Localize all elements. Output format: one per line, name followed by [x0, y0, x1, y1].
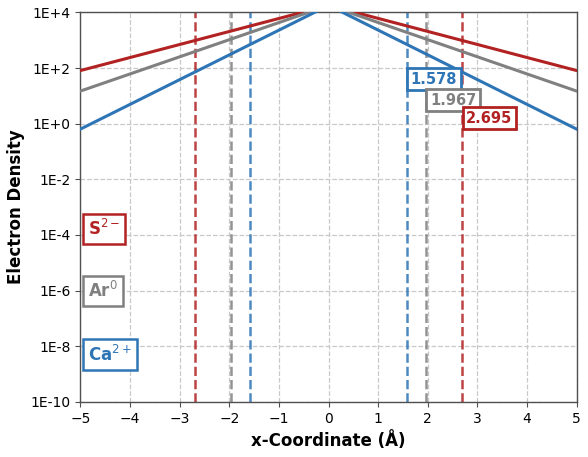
- Text: Ca$^{2+}$: Ca$^{2+}$: [88, 345, 132, 365]
- Text: 1.967: 1.967: [430, 93, 476, 107]
- X-axis label: x-Coordinate (Å): x-Coordinate (Å): [251, 431, 406, 450]
- Y-axis label: Electron Density: Electron Density: [7, 130, 25, 285]
- Text: 1.578: 1.578: [411, 72, 457, 87]
- Text: Ar$^{0}$: Ar$^{0}$: [88, 281, 118, 301]
- Text: 2.695: 2.695: [466, 111, 513, 126]
- Text: S$^{2-}$: S$^{2-}$: [88, 219, 120, 239]
